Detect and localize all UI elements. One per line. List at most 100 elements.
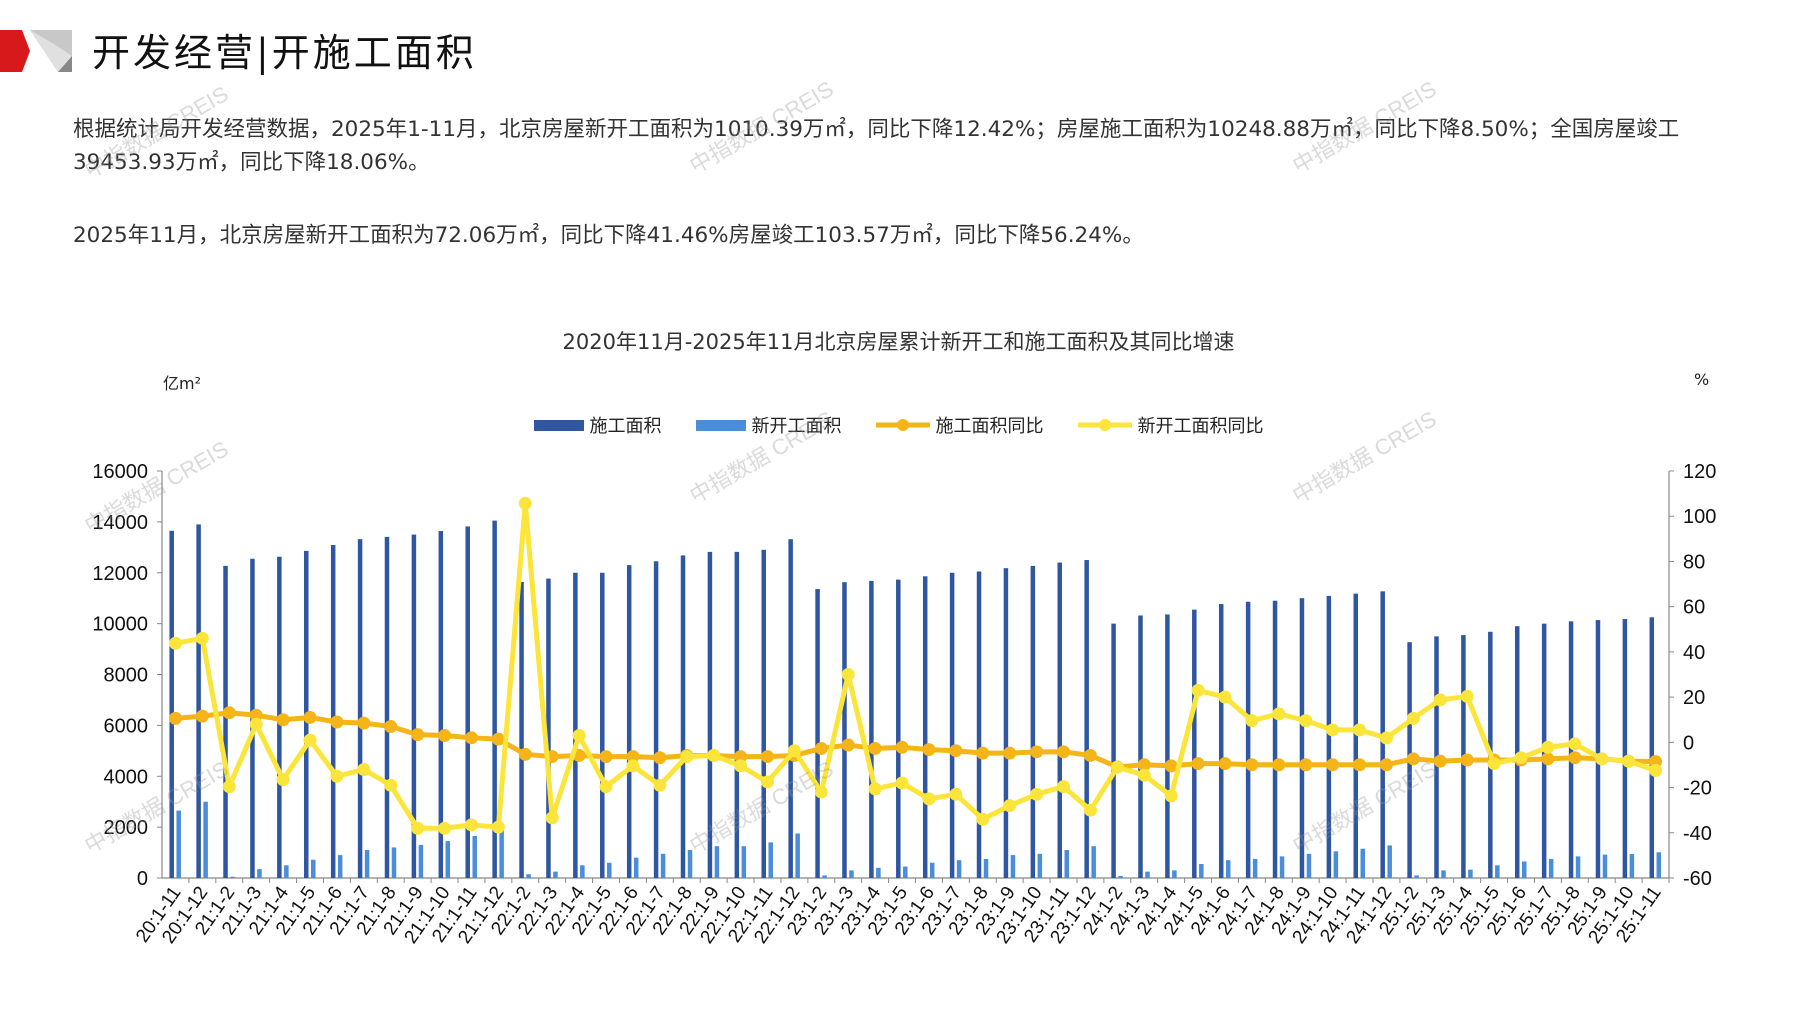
point-construction-yoy bbox=[1137, 758, 1151, 772]
bar-new-start bbox=[687, 850, 693, 878]
brand-logo bbox=[0, 30, 72, 72]
point-construction-yoy bbox=[1433, 754, 1447, 768]
point-construction-yoy bbox=[438, 729, 452, 743]
point-construction-yoy bbox=[895, 740, 909, 754]
bar-new-start bbox=[1333, 851, 1339, 878]
bar-construction bbox=[1245, 601, 1251, 878]
bar-new-start bbox=[983, 858, 989, 878]
point-construction-yoy bbox=[168, 711, 182, 725]
bar-new-start bbox=[956, 860, 962, 878]
point-new-start-yoy bbox=[841, 668, 855, 681]
bar-new-start bbox=[633, 857, 639, 878]
point-construction-yoy bbox=[249, 708, 263, 722]
point-construction-yoy bbox=[599, 750, 613, 764]
bar-new-start bbox=[499, 824, 504, 878]
point-construction-yoy bbox=[330, 715, 344, 729]
left-tick-label: 2000 bbox=[104, 817, 149, 839]
bar-construction bbox=[1514, 626, 1520, 878]
bar-construction bbox=[1192, 609, 1197, 878]
bar-construction bbox=[492, 520, 497, 878]
bar-new-start bbox=[580, 865, 585, 878]
bar-new-start bbox=[822, 875, 827, 878]
bar-construction bbox=[1272, 600, 1278, 878]
point-construction-yoy bbox=[1568, 751, 1582, 765]
bar-new-start bbox=[526, 874, 531, 878]
left-tick-label: 14000 bbox=[92, 512, 148, 534]
bar-construction bbox=[1218, 604, 1224, 878]
bar-construction bbox=[1326, 595, 1332, 878]
bar-new-start bbox=[364, 850, 370, 878]
point-construction-yoy bbox=[1379, 758, 1393, 772]
right-tick-label: 100 bbox=[1683, 506, 1716, 528]
point-new-start-yoy bbox=[1487, 757, 1501, 771]
point-new-start-yoy bbox=[1595, 752, 1609, 766]
bar-construction bbox=[384, 536, 390, 878]
bar-construction bbox=[922, 576, 928, 878]
bar-new-start bbox=[203, 801, 208, 878]
bar-construction bbox=[573, 572, 578, 878]
bar-construction bbox=[196, 524, 201, 878]
point-new-start-yoy bbox=[222, 780, 236, 794]
point-construction-yoy bbox=[760, 750, 774, 764]
point-new-start-yoy bbox=[599, 780, 613, 794]
point-new-start-yoy bbox=[680, 750, 694, 764]
point-new-start-yoy bbox=[1541, 740, 1555, 754]
point-new-start-yoy bbox=[438, 821, 452, 835]
point-new-start-yoy bbox=[1433, 693, 1447, 707]
point-construction-yoy bbox=[1003, 746, 1017, 760]
bar-new-start bbox=[795, 833, 800, 878]
bar-construction bbox=[949, 572, 955, 878]
right-tick-label: 0 bbox=[1683, 732, 1694, 754]
point-new-start-yoy bbox=[1353, 723, 1367, 737]
point-new-start-yoy bbox=[1191, 683, 1205, 697]
point-new-start-yoy bbox=[303, 733, 317, 747]
point-construction-yoy bbox=[491, 732, 505, 746]
bar-construction bbox=[600, 572, 605, 878]
left-axis-unit: 亿m² bbox=[163, 374, 202, 393]
legend-swatch-line bbox=[875, 419, 930, 431]
point-construction-yoy bbox=[1083, 748, 1097, 762]
right-tick-label: -20 bbox=[1683, 778, 1712, 800]
bar-new-start bbox=[1306, 853, 1312, 878]
bar-new-start bbox=[1575, 856, 1581, 878]
point-new-start-yoy bbox=[1164, 789, 1178, 803]
point-new-start-yoy bbox=[787, 744, 801, 758]
bar-new-start bbox=[1037, 853, 1043, 878]
bar-new-start bbox=[1199, 864, 1204, 878]
point-new-start-yoy bbox=[707, 748, 721, 762]
point-new-start-yoy bbox=[626, 759, 640, 773]
point-new-start-yoy bbox=[1622, 754, 1636, 768]
bar-construction bbox=[761, 549, 766, 878]
bar-new-start bbox=[1118, 875, 1123, 878]
legend-swatch-bar bbox=[533, 419, 584, 431]
legend-new-start: 新开工面积 bbox=[695, 412, 842, 438]
bar-construction bbox=[438, 531, 444, 878]
bar-new-start bbox=[1414, 875, 1419, 878]
point-construction-yoy bbox=[464, 731, 478, 745]
point-construction-yoy bbox=[1272, 758, 1286, 772]
point-construction-yoy bbox=[1353, 758, 1367, 772]
point-new-start-yoy bbox=[760, 775, 774, 789]
left-tick-label: 10000 bbox=[92, 614, 148, 636]
left-tick-label: 8000 bbox=[104, 665, 149, 687]
legend-new-start-yoy: 新开工面积同比 bbox=[1077, 412, 1264, 438]
point-new-start-yoy bbox=[1110, 760, 1124, 774]
point-construction-yoy bbox=[1164, 759, 1178, 773]
bar-new-start bbox=[1521, 861, 1527, 878]
point-new-start-yoy bbox=[1057, 780, 1071, 794]
bar-new-start bbox=[1225, 860, 1231, 878]
bar-new-start bbox=[660, 853, 666, 878]
point-new-start-yoy bbox=[464, 818, 478, 832]
bar-construction bbox=[680, 555, 686, 878]
right-tick-label: -60 bbox=[1683, 868, 1712, 890]
right-tick-label: -40 bbox=[1683, 823, 1712, 845]
left-tick-label: 0 bbox=[137, 868, 148, 890]
bar-new-start bbox=[929, 862, 935, 878]
point-new-start-yoy bbox=[922, 792, 936, 806]
point-construction-yoy bbox=[976, 746, 990, 760]
point-new-start-yoy bbox=[1568, 737, 1582, 751]
bar-construction bbox=[546, 578, 551, 878]
bar-new-start bbox=[418, 844, 424, 878]
right-tick-label: 20 bbox=[1683, 687, 1705, 709]
point-construction-yoy bbox=[411, 728, 425, 742]
